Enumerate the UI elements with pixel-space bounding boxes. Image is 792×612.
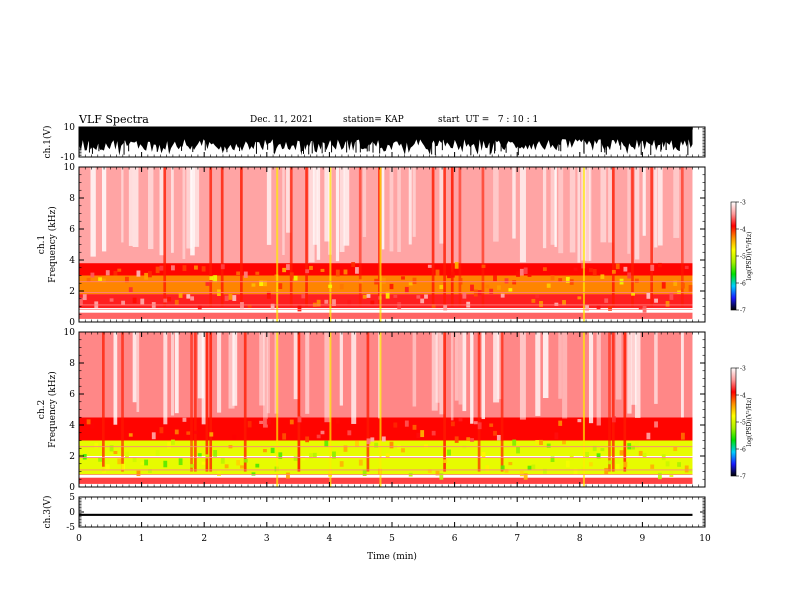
- ch1-spectrogram-ytick-label: 2: [69, 287, 75, 297]
- ch2-colorbar-tick-label: -4: [740, 393, 746, 400]
- ch1-spectrogram-band-2: [79, 275, 693, 295]
- xtick-label: 8: [577, 534, 583, 544]
- ch1-colorbar-label: log(PSD)(V²/Hz): [746, 232, 753, 281]
- xtick-label: 2: [201, 534, 207, 544]
- ch1-colorbar: [730, 201, 737, 311]
- xtick-label: 4: [327, 534, 333, 544]
- ch2-spectrogram-band-3: [79, 417, 693, 441]
- ch3-waveform-ylabel: ch.3(V): [42, 496, 53, 529]
- ch1-spectrogram-ylabel: ch.1: [37, 235, 47, 254]
- waveform-layer: [79, 127, 693, 516]
- ch2-spectrogram-ylabel: Frequency (kHz): [47, 371, 58, 448]
- ch2-spectrogram: [79, 332, 705, 487]
- ch1-waveform-ylabel: ch.1(V): [42, 126, 53, 159]
- start-time-label: start UT = 7 : 10 : 1: [438, 115, 539, 125]
- ch1-spectrogram-ytick-label: 4: [69, 256, 75, 266]
- spectrogram-layer: [79, 167, 705, 487]
- ch3-waveform-ytick-label: 5: [69, 493, 75, 503]
- colorbar-layer: -3 -4 -5 -6 -7 log(PSD)(V²/Hz) -3 -4 -5 -6 -7 log(P…: [730, 200, 753, 481]
- ch2-spectrogram-ytick-label: 8: [69, 359, 75, 369]
- ch1-colorbar-tick-label: -6: [740, 281, 746, 288]
- ch2-spectrogram-ytick-label: 0: [69, 483, 75, 493]
- ch1-spectrogram-ytick-label: 8: [69, 194, 75, 204]
- ch2-spectrogram-ytick-label: 6: [69, 390, 75, 400]
- ch3-waveform-trace: [79, 513, 693, 516]
- ch2-colorbar-tick-label: -7: [740, 474, 746, 481]
- xtick-label: 10: [699, 534, 711, 544]
- ch1-spectrogram: [79, 167, 705, 322]
- station-label: station= KAP: [343, 115, 404, 125]
- xtick-label: 7: [514, 534, 520, 544]
- x-axis-label: Time (min): [367, 551, 417, 562]
- xtick-label: 3: [264, 534, 270, 544]
- xtick-label: 1: [139, 534, 145, 544]
- ch1-spectrogram-ylabel: Frequency (kHz): [47, 206, 58, 283]
- ch2-colorbar: [730, 367, 737, 477]
- ch2-spectrogram-band-1: [79, 457, 693, 475]
- ch2-colorbar-tick-label: -5: [740, 420, 746, 427]
- ch2-spectrogram-band-0: [79, 477, 693, 484]
- figure-title: VLF Spectra: [79, 113, 149, 126]
- ch1-spectrogram-ytick-label: 6: [69, 225, 75, 235]
- xtick-label: 6: [452, 534, 458, 544]
- date-label: Dec. 11, 2021: [250, 115, 314, 125]
- ch1-colorbar-tick-label: -3: [740, 200, 746, 207]
- ch1-colorbar-tick-label: -4: [740, 227, 746, 234]
- ch1-waveform-trace: [79, 127, 693, 156]
- ch2-spectrogram-ylabel: ch.2: [37, 400, 47, 419]
- ch1-colorbar-tick-label: -7: [740, 308, 746, 315]
- ch2-colorbar-tick-label: -6: [740, 447, 746, 454]
- ch2-colorbar-tick-label: -3: [740, 366, 746, 373]
- ch3-waveform-ytick-label: 0: [69, 508, 75, 518]
- ch1-spectrogram-ytick-label: 10: [64, 163, 76, 173]
- ch2-spectrogram-ytick-label: 4: [69, 421, 75, 431]
- ch2-spectrogram-ytick-label: 2: [69, 452, 75, 462]
- ch1-spectrogram-band-3: [79, 263, 693, 276]
- ch1-colorbar-tick-label: -5: [740, 254, 746, 261]
- xtick-label: 0: [76, 534, 82, 544]
- ch1-waveform-ytick-label: -10: [61, 153, 76, 163]
- ch1-spectrogram-band-0: [79, 312, 693, 319]
- ch1-spectrogram-ytick-label: 0: [69, 318, 75, 328]
- ch1-waveform-ytick-label: 10: [64, 123, 76, 133]
- xtick-label: 5: [389, 534, 395, 544]
- ch3-waveform-ytick-label: -5: [66, 523, 75, 533]
- ch2-colorbar-label: log(PSD)(V²/Hz): [746, 398, 753, 447]
- ch2-spectrogram-ytick-label: 10: [64, 328, 76, 338]
- xtick-label: 9: [640, 534, 646, 544]
